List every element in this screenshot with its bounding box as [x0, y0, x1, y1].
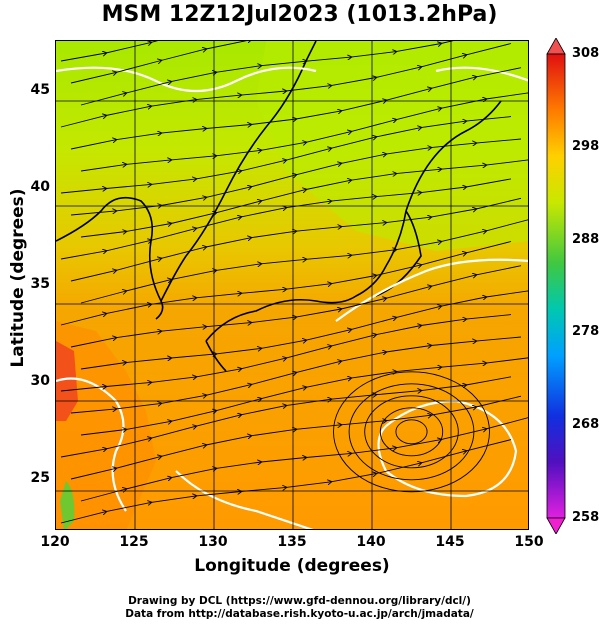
x-tick-label: 150 [514, 534, 544, 550]
island-taiwan [60, 481, 75, 529]
circulation-streamline [395, 419, 428, 445]
colorbar-label: 278 [572, 324, 599, 340]
x-tick-label: 120 [40, 534, 70, 550]
x-tick-label: 130 [198, 534, 228, 550]
map-title: MSM 12Z12Jul2023 (1013.2hPa) [101, 2, 498, 27]
circulation-streamline [364, 395, 459, 469]
credit-text: Drawing by DCL (https://www.gfd-dennou.o… [0, 595, 599, 621]
colorbar-label: 298 [572, 138, 599, 154]
map-plot [56, 41, 528, 529]
colorbar-label: 258 [572, 510, 599, 525]
x-tick-label: 145 [435, 534, 465, 550]
wind-streamlines [60, 41, 528, 524]
colorbar [546, 38, 566, 534]
circulation-streamline [333, 371, 490, 493]
y-tick-label: 25 [30, 470, 50, 487]
colorbar-label: 288 [572, 231, 599, 247]
x-axis-label: Longitude (degrees) [194, 556, 390, 576]
streamline [60, 439, 512, 524]
y-tick-label: 45 [30, 81, 50, 98]
colorbar-top-arrow [546, 38, 566, 55]
y-tick-label: 35 [30, 276, 50, 292]
credit-line-data: Data from http://database.rish.kyoto-u.a… [125, 608, 474, 620]
credit-line-drawing: Drawing by DCL (https://www.gfd-dennou.o… [128, 595, 471, 607]
colorbar-gradient [546, 53, 566, 519]
colorbar-bottom-arrow [546, 517, 566, 534]
y-tick-label: 40 [30, 178, 50, 195]
x-tick-label: 140 [356, 534, 386, 550]
colorbar-label: 308 [572, 46, 599, 61]
colorbar-label: 268 [572, 417, 599, 433]
circulation-streamline [348, 383, 475, 481]
map-panel [55, 40, 529, 530]
circulation-streamline [379, 407, 444, 457]
x-tick-label: 135 [277, 534, 307, 550]
y-tick-label: 30 [30, 373, 50, 390]
x-tick-label: 125 [119, 534, 149, 550]
